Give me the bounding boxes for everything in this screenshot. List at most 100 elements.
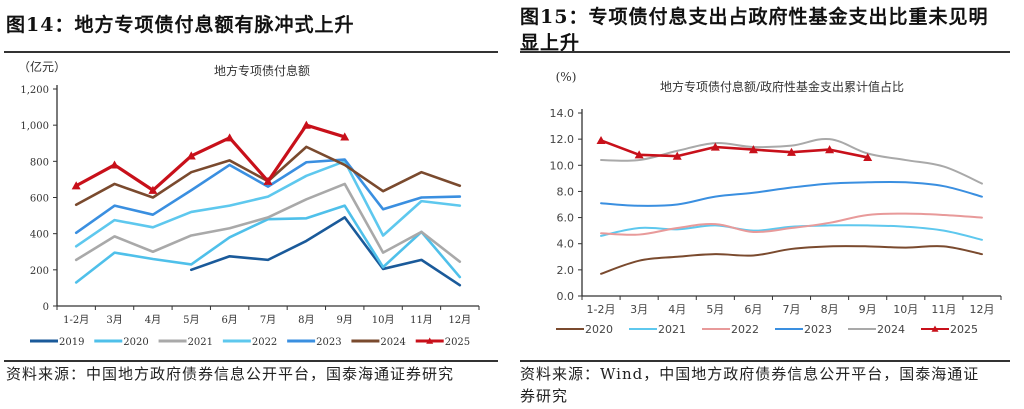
- x-tick-label: 6月: [744, 303, 762, 316]
- y-axis-unit-label: （亿元）: [18, 59, 66, 74]
- series-2023: [600, 180, 983, 207]
- legend-label: 2022: [252, 337, 277, 348]
- source-rule: [4, 360, 498, 362]
- legend-item-2021: 2021: [629, 323, 686, 336]
- legend-label: 2020: [123, 337, 148, 348]
- legend-label: 2024: [380, 337, 405, 348]
- chart-14: 地方专项债付息额 （亿元） 0 200 400 600 800 1,000 1,200 1-2月 3…: [18, 59, 480, 348]
- series-line-2025: [599, 139, 869, 159]
- series-2020: [600, 245, 983, 275]
- chart-title: 地方专项债付息额: [214, 63, 310, 78]
- figure-14-title: 图14：地方专项债付息额有脉冲式上升: [6, 14, 355, 36]
- y-tick-label: 0: [43, 302, 49, 313]
- series-2022: [600, 212, 983, 236]
- data-point-marker: [71, 181, 81, 190]
- legend-label: 2019: [59, 337, 84, 348]
- x-tick-label: 4月: [668, 303, 686, 316]
- y-tick-label: 4.0: [557, 238, 575, 251]
- x-tick-label: 7月: [260, 314, 276, 326]
- legend-label: 2023: [316, 337, 341, 348]
- y-tick-label: 2.0: [557, 264, 575, 277]
- legend-label: 2025: [445, 337, 470, 348]
- x-tick-label: 8月: [821, 303, 839, 316]
- x-tick-label: 1-2月: [587, 303, 616, 316]
- data-point-marker: [225, 133, 235, 142]
- y-tick-label: 0.0: [557, 290, 575, 303]
- source-rule: [520, 360, 1010, 362]
- series-line-2020: [74, 204, 462, 284]
- y-tick-label: 600: [30, 194, 49, 205]
- y-tick-label: 8.0: [557, 185, 575, 198]
- y-tick-label: 6.0: [557, 212, 575, 225]
- x-tick-label: 6月: [221, 314, 237, 326]
- legend-item-2020: 2020: [556, 323, 613, 336]
- figure-15-title-line2: 显上升: [520, 32, 581, 54]
- x-tick-label: 3月: [106, 314, 122, 326]
- x-tick-label: 1-2月: [63, 314, 89, 326]
- x-tick-label: 10月: [893, 303, 918, 316]
- figure-15-title-line1: 图15：专项债付息支出占政府性基金支出比重未见明: [520, 6, 989, 28]
- legend-label: 2023: [804, 323, 832, 336]
- series-2021: [74, 182, 462, 263]
- x-tick-label: 5月: [706, 303, 724, 316]
- figure-15-panel: 图15：专项债付息支出占政府性基金支出比重未见明 显上升 地方专项债付息额/政府…: [512, 0, 1024, 409]
- data-point-marker: [148, 185, 158, 194]
- series-line-2023: [74, 158, 462, 235]
- x-tick-label: 11月: [410, 314, 433, 326]
- series-line-2023: [600, 180, 983, 207]
- series-line-2022: [600, 212, 983, 236]
- data-point-marker: [672, 151, 682, 160]
- title-rule: [520, 51, 1010, 53]
- x-tick-label: 12月: [448, 314, 471, 326]
- series-2025: [596, 135, 873, 162]
- y-tick-label: 200: [30, 266, 49, 277]
- x-tick-label: 9月: [337, 314, 353, 326]
- legend: 2019 2020 2021 2022 2023 2024 2025: [30, 337, 470, 348]
- legend-item-2023: 2023: [287, 337, 342, 348]
- data-point-marker: [710, 142, 720, 151]
- data-point-marker: [787, 147, 796, 156]
- legend-marker: [426, 337, 434, 344]
- data-point-marker: [263, 176, 273, 185]
- legend-item-2021: 2021: [158, 337, 213, 348]
- legend-label: 2021: [188, 337, 213, 348]
- series-line-2021: [74, 182, 462, 263]
- data-point-marker: [186, 151, 196, 160]
- series-2023: [74, 158, 462, 235]
- legend-label: 2024: [877, 323, 905, 336]
- y-tick-label: 800: [30, 157, 49, 168]
- series-line-2022: [74, 160, 462, 248]
- series-2020: [74, 204, 462, 284]
- legend-item-2025: 2025: [921, 323, 978, 336]
- legend-item-2024: 2024: [848, 323, 905, 336]
- figure-14-panel: 图14：地方专项债付息额有脉冲式上升 地方专项债付息额 （亿元） 0 200 400 60…: [4, 14, 498, 383]
- legend-item-2025: 2025: [415, 337, 470, 348]
- x-tick-label: 9月: [859, 303, 877, 316]
- legend-item-2023: 2023: [775, 323, 832, 336]
- legend-label: 2020: [585, 323, 613, 336]
- x-tick-label: 10月: [372, 314, 395, 326]
- x-tick-label: 11月: [931, 303, 956, 316]
- legend-label: 2025: [950, 323, 978, 336]
- x-tick-label: 3月: [630, 303, 648, 316]
- data-point-marker: [110, 160, 120, 169]
- x-tick-label: 7月: [783, 303, 801, 316]
- chart-title: 地方专项债付息额/政府性基金支出累计值占比: [660, 79, 904, 94]
- legend-item-2022: 2022: [222, 337, 277, 348]
- y-tick-label: 12.0: [550, 133, 575, 146]
- series-line-2019: [189, 216, 462, 287]
- x-tick-label: 4月: [145, 314, 161, 326]
- legend-marker: [931, 325, 939, 332]
- figure-14-source: 资料来源：中国地方政府债券信息公开平台，国泰海通证券研究: [6, 365, 455, 383]
- y-tick-label: 1,200: [20, 85, 49, 96]
- x-tick-label: 8月: [298, 314, 314, 326]
- data-point-marker: [863, 152, 873, 162]
- legend-item-2020: 2020: [94, 337, 149, 348]
- legend-label: 2021: [658, 323, 686, 336]
- legend-item-2022: 2022: [702, 323, 759, 336]
- data-point-marker: [340, 132, 350, 141]
- series-2025: [71, 120, 350, 194]
- data-point-marker: [825, 145, 835, 154]
- y-axis-unit-label: (%): [556, 70, 577, 84]
- figure-15-source-line2: 券研究: [520, 387, 569, 405]
